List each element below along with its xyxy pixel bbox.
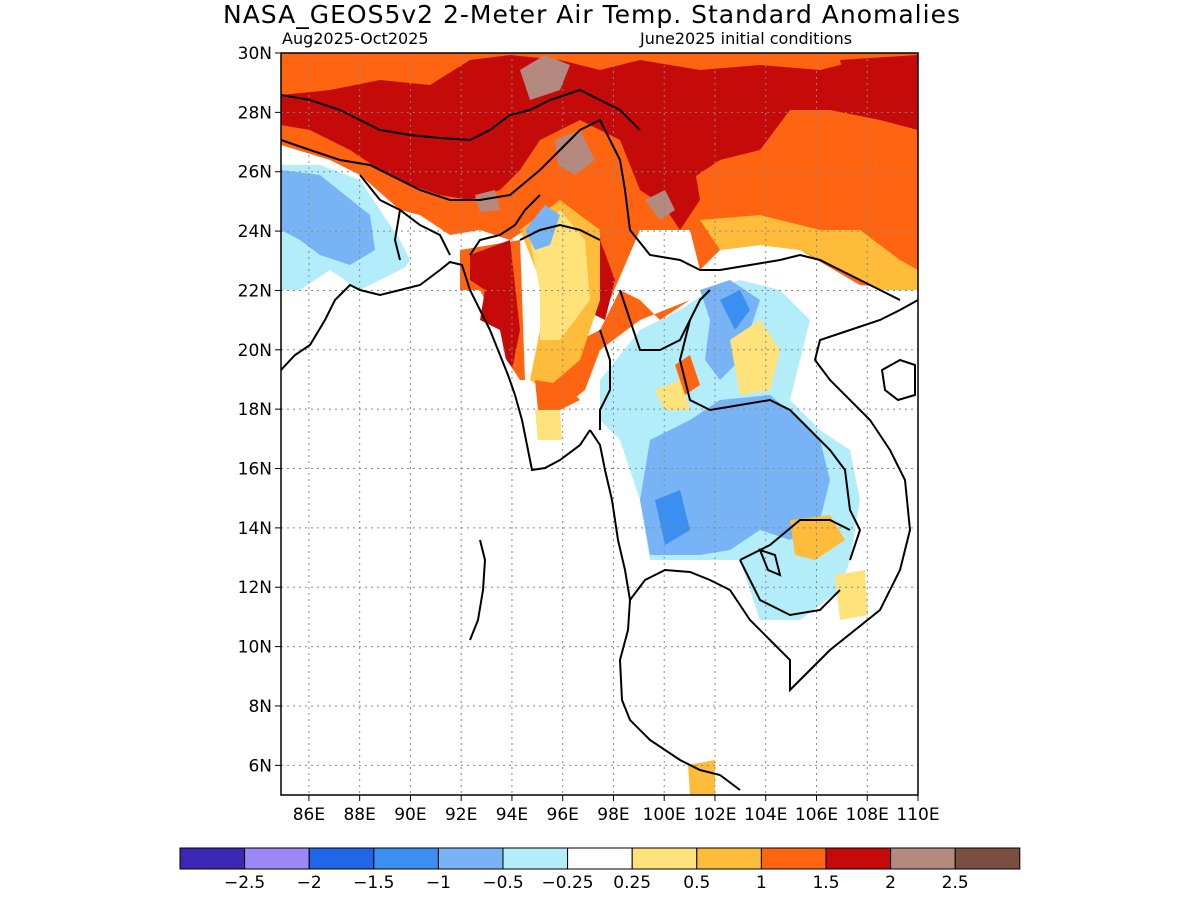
colorbar-label: 0.25 (613, 873, 651, 893)
colorbar-swatch (308, 847, 375, 870)
anomaly-region-yellow-laos (730, 320, 780, 395)
lat-tick-label: 22N (238, 281, 272, 301)
anomaly-region-red-north (281, 55, 918, 210)
anomaly-region-blue-se (640, 395, 830, 555)
colorbar-swatch (567, 847, 633, 870)
colorbar-swatch (825, 847, 892, 870)
coast-thai-gulf (589, 429, 741, 791)
anomaly-region-yellow-east (700, 215, 918, 290)
lat-tick-label: 12N (238, 578, 272, 598)
chart-title: NASA_GEOS5v2 2-Meter Air Temp. Standard … (223, 0, 961, 29)
colorbar-swatch (244, 847, 310, 870)
anomaly-region-yellow-myanmar-s (535, 410, 562, 440)
lat-tick-label: 14N (238, 519, 272, 539)
lon-tick-label: 100E (643, 805, 686, 825)
lon-tick-label: 110E (896, 805, 939, 825)
colorbar-label: −2 (297, 873, 322, 893)
lon-tick-label: 94E (496, 805, 528, 825)
colorbar-label: −1.5 (353, 873, 394, 893)
lon-tick-label: 86E (293, 805, 325, 825)
colorbar-label: −2.5 (224, 873, 265, 893)
lat-tick-label: 30N (238, 44, 272, 64)
forecast-period: Aug2025-Oct2025 (282, 29, 429, 48)
lon-axis: 86E 88E 90E 92E 94E 96E 98E 100E 102E 104E 106E 108… (293, 795, 940, 825)
anomaly-region-gray-4 (475, 190, 500, 212)
colorbar-swatch (502, 847, 569, 870)
plot-frame (280, 52, 919, 796)
lon-tick-label: 98E (597, 805, 629, 825)
grid-lines (281, 53, 918, 795)
anomaly-region-red-east (840, 55, 918, 120)
coast-tonlesap (758, 548, 782, 577)
colorbar-label: 2.5 (942, 873, 969, 893)
anomaly-region-orange-south (688, 760, 715, 795)
colorbar-label: 0.5 (683, 873, 710, 893)
colorbar-label: 1.5 (812, 873, 839, 893)
colorbar-swatch (373, 847, 439, 870)
anomaly-region-blue-bengal (281, 170, 375, 265)
anomaly-region-blue-myanmar (525, 205, 560, 250)
lat-axis: 30N 28N 26N 24N 22N 20N 18N 16N 14N 12N 10N 8N 6N (238, 44, 281, 776)
border-china (281, 118, 901, 301)
coast-andaman (469, 539, 487, 641)
lon-tick-label: 90E (394, 805, 426, 825)
lat-tick-label: 26N (238, 163, 272, 183)
lat-tick-label: 28N (238, 103, 272, 123)
anomaly-region-orange-myanmar-s (535, 380, 580, 410)
lat-tick-label: 24N (238, 222, 272, 242)
lat-tick-label: 10N (238, 638, 272, 658)
coastlines (281, 88, 918, 791)
colorbar-swatch (631, 847, 698, 870)
lon-tick-label: 108E (846, 805, 889, 825)
anomaly-region-gray-1 (520, 55, 570, 100)
border-laos (678, 319, 862, 561)
anomaly-region-dblue-laos (720, 290, 750, 330)
lon-tick-label: 96E (547, 805, 579, 825)
lon-tick-label: 104E (744, 805, 787, 825)
colorbar-swatch (696, 847, 762, 870)
lat-tick-label: 6N (248, 756, 272, 776)
initial-conditions: June2025 initial conditions (640, 29, 853, 48)
lat-tick-label: 20N (238, 341, 272, 361)
lon-tick-label: 92E (445, 805, 477, 825)
colorbar-label: −0.5 (482, 873, 523, 893)
colorbar-swatch (760, 847, 827, 870)
coast-india-bengal (281, 260, 591, 472)
colorbar-label: 2 (885, 873, 896, 893)
lon-tick-label: 88E (343, 805, 375, 825)
colorbar-swatch (437, 847, 504, 870)
colorbar-swatch (179, 847, 246, 870)
lat-tick-label: 16N (238, 460, 272, 480)
colorbar: −2.5 −2 −1.5 −1 −0.5 −0.25 0.25 0.5 1 1.5 2 2.5 (179, 847, 1021, 893)
colorbar-label: 1 (756, 873, 767, 893)
colorbar-label: −1 (426, 873, 451, 893)
lon-tick-label: 102E (693, 805, 736, 825)
lat-tick-label: 18N (238, 400, 272, 420)
coast-thai-east (629, 299, 918, 693)
border-myanmar-india (469, 194, 601, 256)
anomaly-region-gray-3 (645, 190, 675, 220)
anomaly-region-yellow-vn (835, 570, 868, 620)
border-bangladesh (359, 174, 451, 261)
lat-tick-label: 8N (248, 697, 272, 717)
lon-tick-label: 106E (795, 805, 838, 825)
anomaly-region-orange-cambodia (790, 515, 845, 560)
border-nepal (281, 88, 641, 142)
coast-hainan (880, 358, 916, 402)
anomaly-region-red-bengal (470, 240, 520, 380)
anomaly-region-gray-2 (555, 130, 595, 175)
colorbar-swatch (890, 847, 956, 870)
colorbar-label: −0.25 (542, 873, 594, 893)
border-myanmar-thai (599, 289, 711, 430)
anomaly-region-white-bengal (281, 260, 650, 795)
colorbar-swatch (954, 847, 1021, 870)
